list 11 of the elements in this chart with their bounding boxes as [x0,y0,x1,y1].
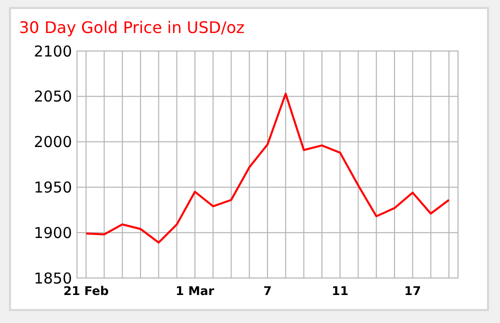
x-tick-label: 1 Mar [176,284,214,298]
y-tick-label: 2100 [34,42,72,60]
y-tick-label: 1950 [34,178,72,196]
y-tick-label: 2050 [34,88,72,106]
y-tick-label: 1900 [34,224,72,242]
chart-title: 30 Day Gold Price in USD/oz [19,18,245,37]
x-tick-label: 7 [263,284,272,298]
y-tick-label: 2000 [34,133,72,152]
line-series [85,92,450,244]
x-tick-label: 11 [332,284,348,298]
x-tick-label: 17 [404,284,421,298]
